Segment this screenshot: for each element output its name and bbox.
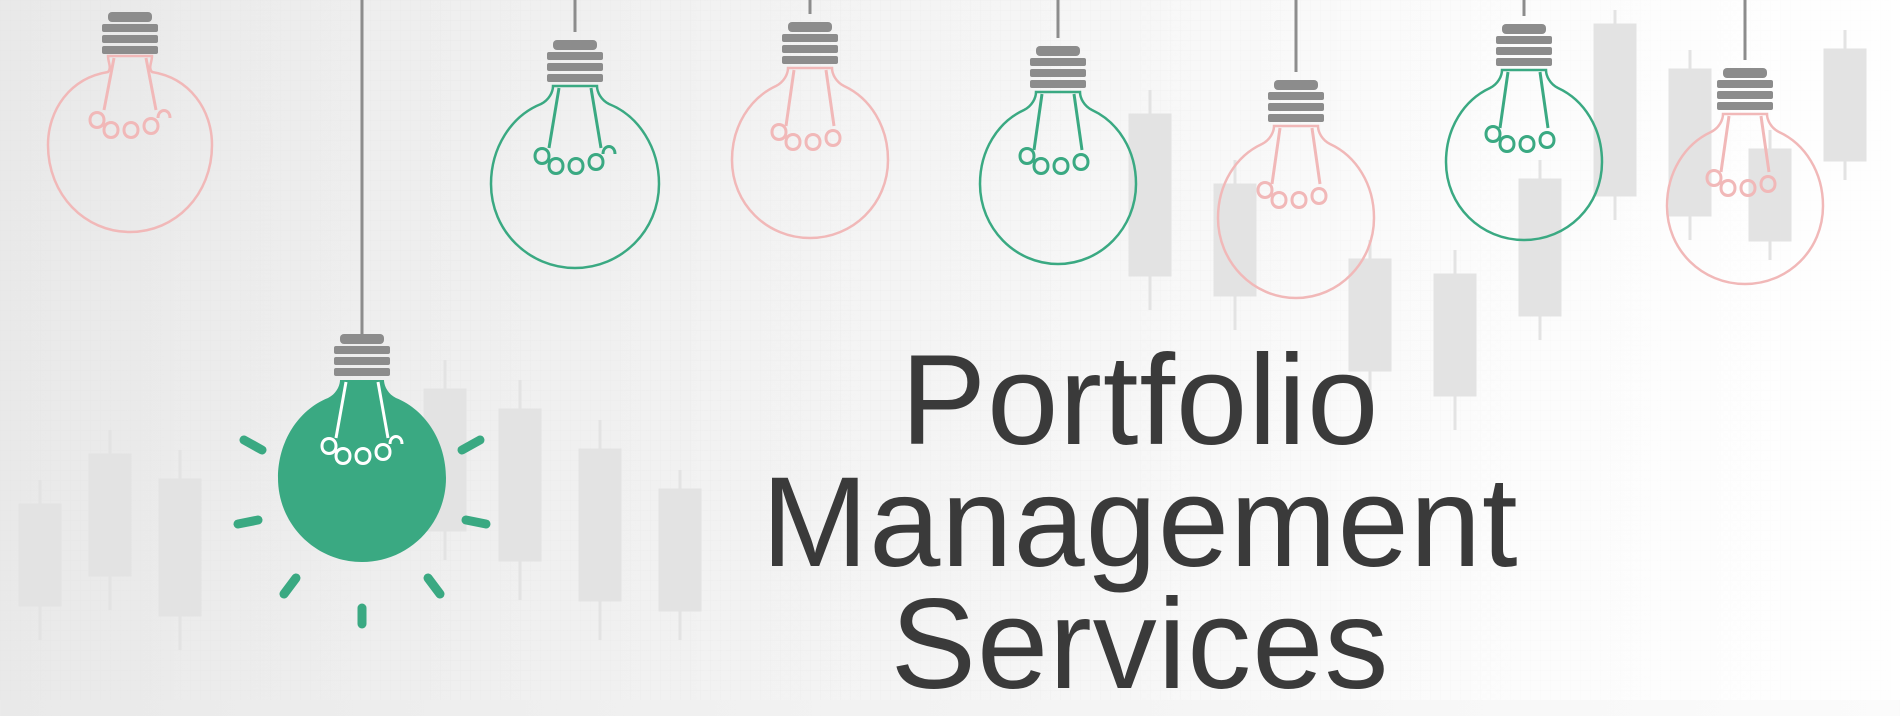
lightbulb-illustration xyxy=(46,0,1825,629)
lightbulb-icon xyxy=(1444,24,1604,242)
title-line-2: Management xyxy=(761,451,1519,594)
title-line-3: Services xyxy=(890,573,1390,716)
lightbulb-icon xyxy=(489,40,661,270)
title-line-1: Portfolio xyxy=(900,329,1380,472)
lightbulb-icon xyxy=(730,22,890,240)
lit-lightbulb-icon xyxy=(233,334,491,629)
lightbulb-icon xyxy=(1216,80,1376,300)
lightbulb-icon xyxy=(46,12,214,234)
lightbulb-icon xyxy=(978,46,1138,266)
background-candlestick-chart xyxy=(18,10,1867,650)
page-title: Portfolio Management Services xyxy=(690,329,1590,716)
background-grid xyxy=(0,0,1900,700)
lightbulb-icon xyxy=(1665,68,1825,286)
